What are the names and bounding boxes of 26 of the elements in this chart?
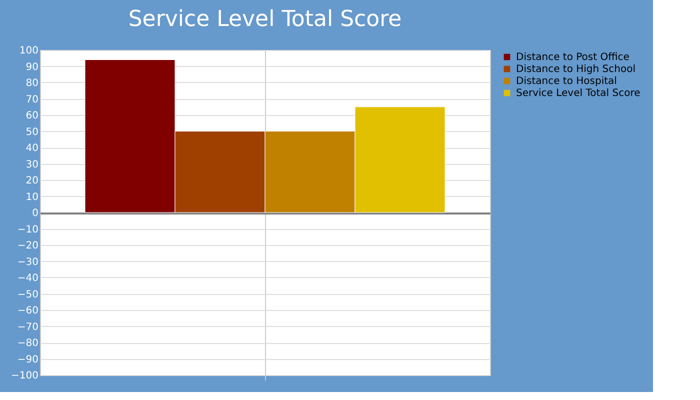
y-tick-label: 70 <box>26 94 38 106</box>
y-tick-label: 100 <box>19 46 38 56</box>
legend-label: Distance to Hospital <box>516 76 617 87</box>
y-tick-label: 40 <box>26 143 38 154</box>
legend-label: Distance to Post Office <box>516 52 630 63</box>
y-tick-label: 80 <box>26 78 38 89</box>
legend-label: Service Level Total Score <box>516 88 640 99</box>
y-tick-label: 0 <box>32 208 38 219</box>
y-tick-label: 60 <box>26 110 38 122</box>
y-tick-label: −50 <box>17 289 38 300</box>
y-tick-label: −90 <box>17 354 38 366</box>
y-tick-label: −100 <box>11 370 38 382</box>
y-tick-label: −60 <box>17 306 38 316</box>
y-tick-label: 30 <box>26 159 38 170</box>
y-tick-label: −30 <box>17 256 38 268</box>
y-tick-label: 20 <box>26 176 38 186</box>
y-tick-label: −70 <box>17 322 38 333</box>
y-tick-label: −10 <box>17 224 38 236</box>
y-tick-label: −20 <box>17 240 38 252</box>
chart-title: Service Level Total Score <box>128 7 402 32</box>
y-tick-label: 10 <box>26 192 38 203</box>
y-tick-label: 50 <box>26 126 38 138</box>
legend-label: Distance to High School <box>516 64 636 75</box>
y-tick-label: 90 <box>26 62 38 73</box>
y-tick-label: −40 <box>17 273 38 284</box>
y-tick-label: −80 <box>17 338 38 349</box>
